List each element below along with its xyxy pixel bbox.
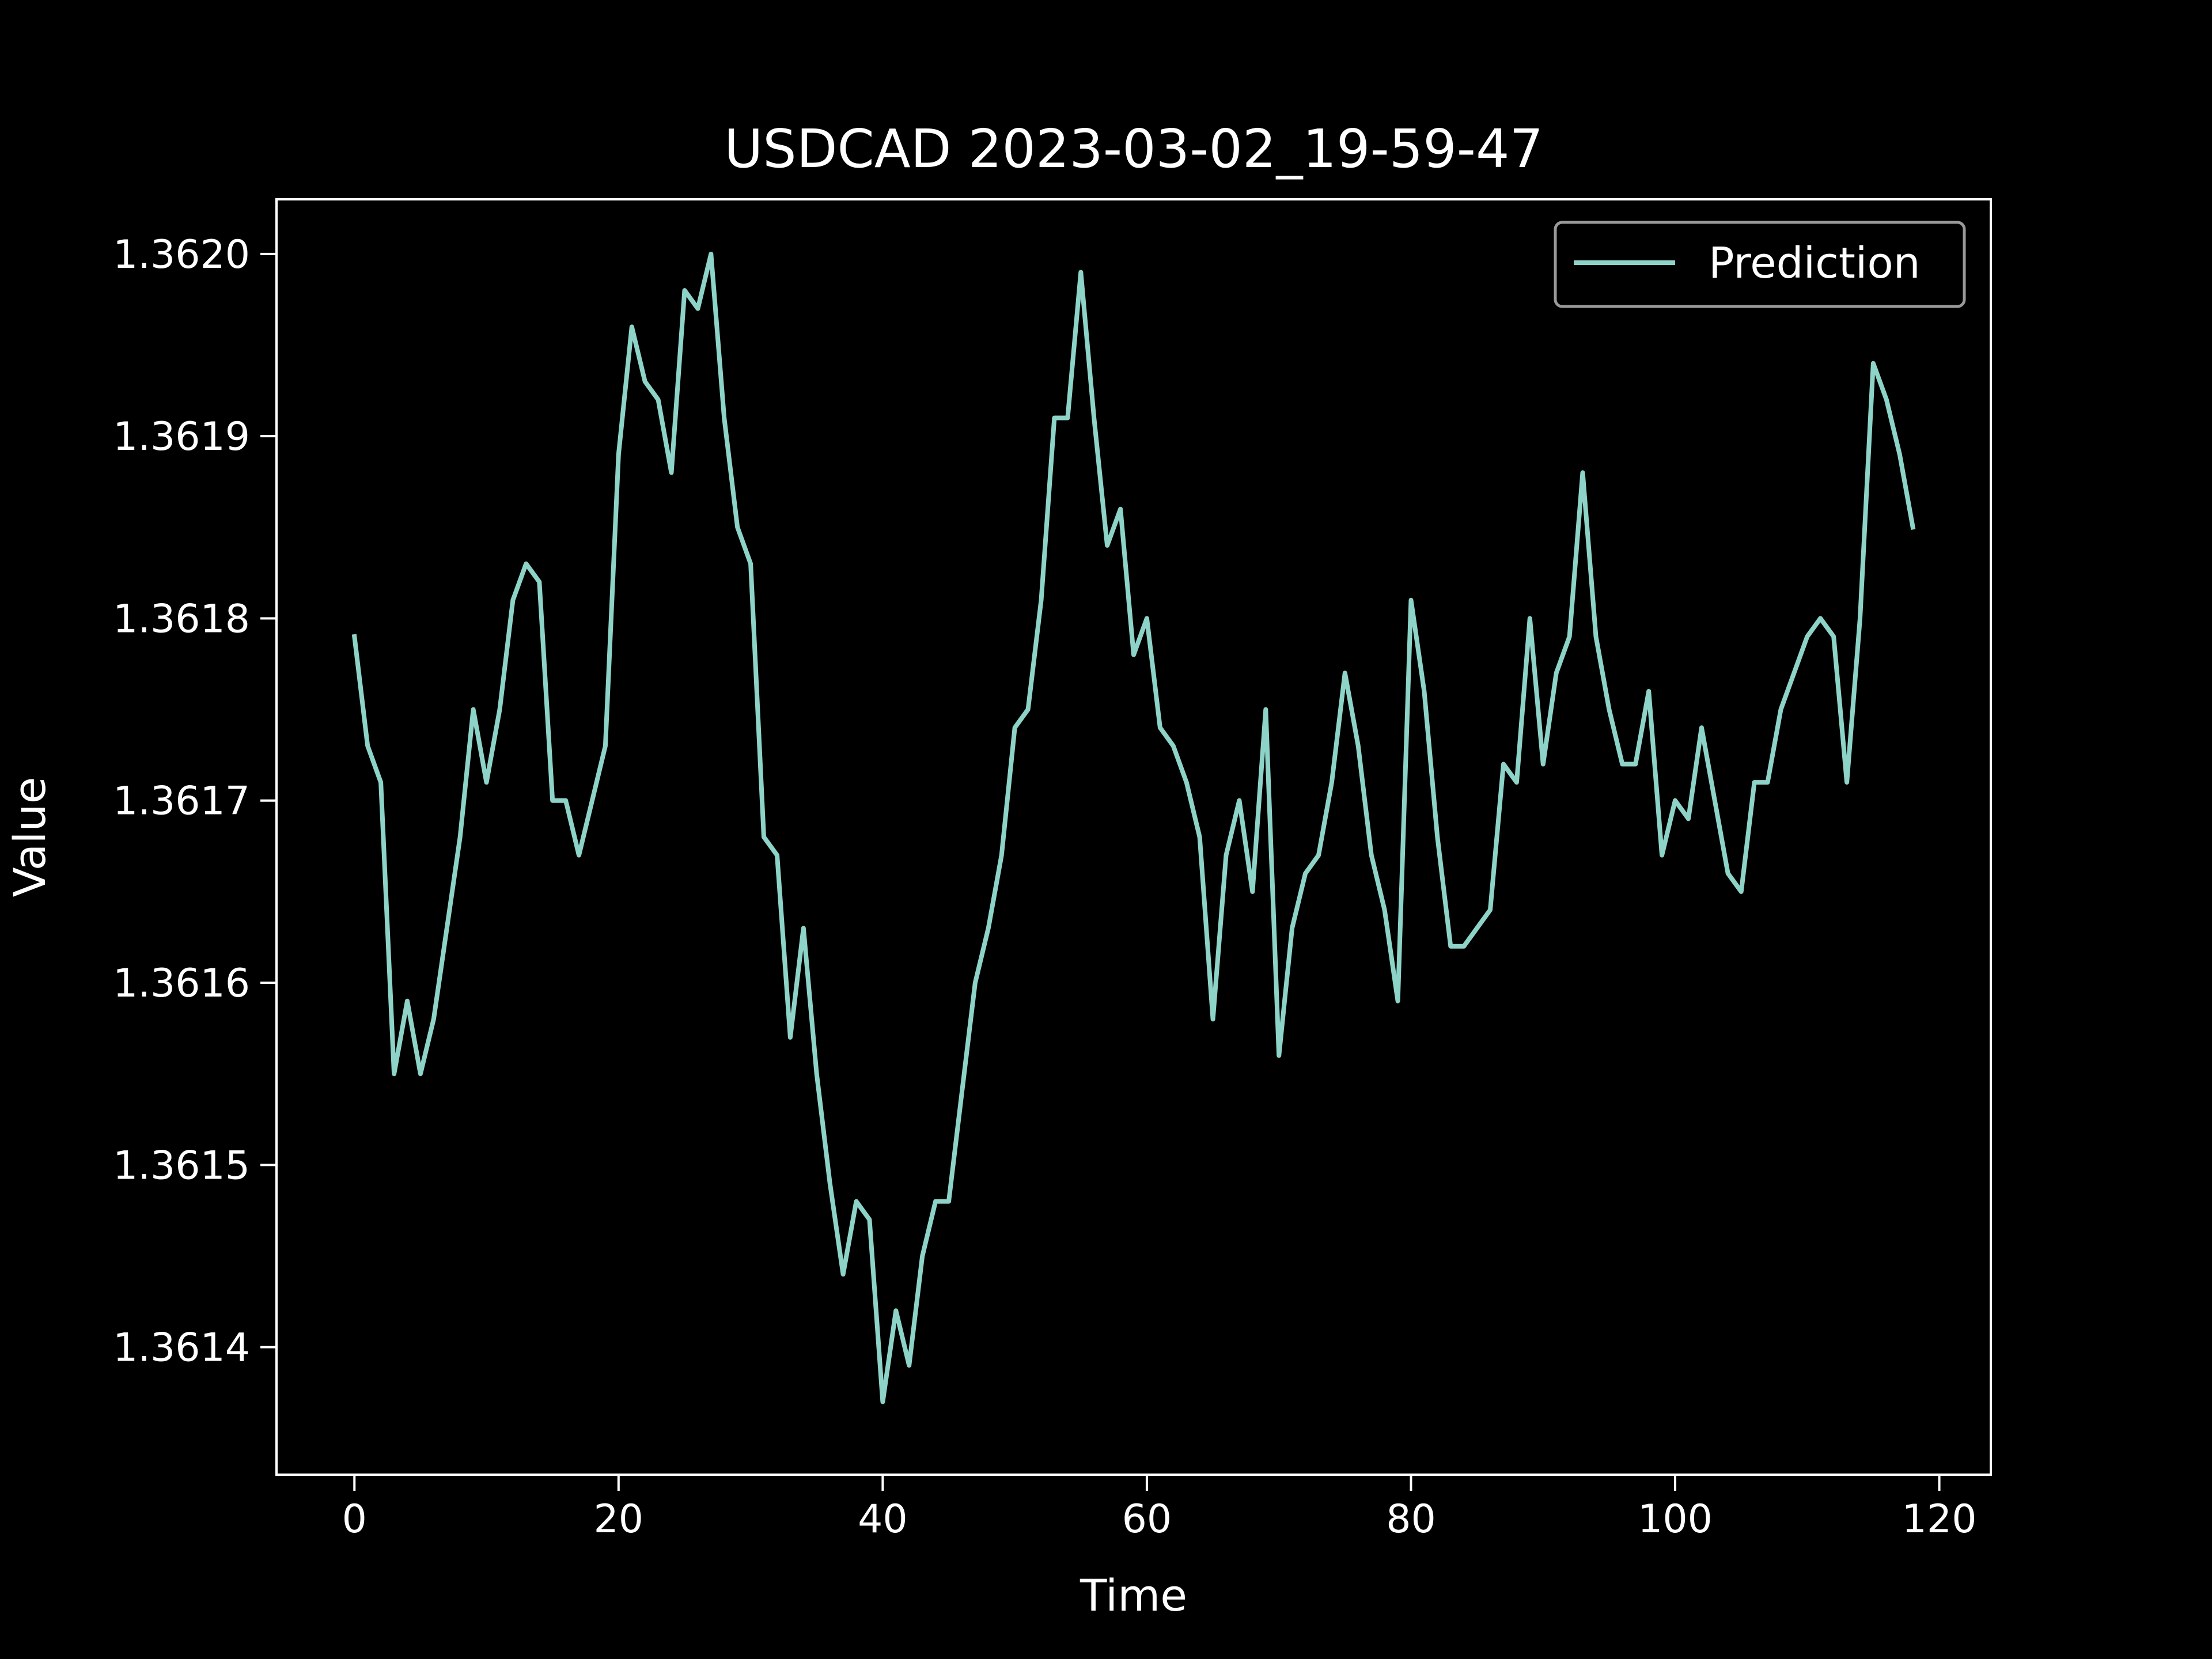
axes-frame <box>275 198 1992 1476</box>
y-axis: 1.3614 1.3615 1.3616 1.3617 1.3618 1.3619 1.36… <box>113 232 276 1371</box>
legend: Prediction <box>1554 221 1966 308</box>
x-tick-label: 0 <box>342 1497 367 1542</box>
series-line-prediction <box>351 251 1916 1404</box>
x-axis: 0 20 40 60 80 100 120 <box>342 1475 1977 1542</box>
y-tick-label: 1.3618 <box>113 596 250 642</box>
y-tick-label: 1.3617 <box>113 779 250 824</box>
y-tick-label: 1.3619 <box>113 414 250 460</box>
legend-label-prediction: Prediction <box>1709 238 1921 288</box>
plot-area <box>351 251 1916 1404</box>
y-tick-label: 1.3614 <box>113 1325 250 1371</box>
y-tick-label: 1.3620 <box>113 232 250 278</box>
x-tick-label: 100 <box>1638 1497 1713 1542</box>
legend-box <box>1554 221 1966 308</box>
x-tick-label: 120 <box>1902 1497 1977 1542</box>
x-tick-label: 20 <box>594 1497 644 1542</box>
y-tick-label: 1.3616 <box>113 961 250 1006</box>
y-tick-label: 1.3615 <box>113 1143 250 1188</box>
x-axis-title: Time <box>1080 1570 1187 1621</box>
x-tick-label: 60 <box>1122 1497 1172 1542</box>
x-tick-label: 40 <box>858 1497 908 1542</box>
chart-title: USDCAD 2023-03-02_19-59-47 <box>724 118 1543 180</box>
x-tick-label: 80 <box>1386 1497 1436 1542</box>
y-axis-title: Value <box>4 777 55 897</box>
